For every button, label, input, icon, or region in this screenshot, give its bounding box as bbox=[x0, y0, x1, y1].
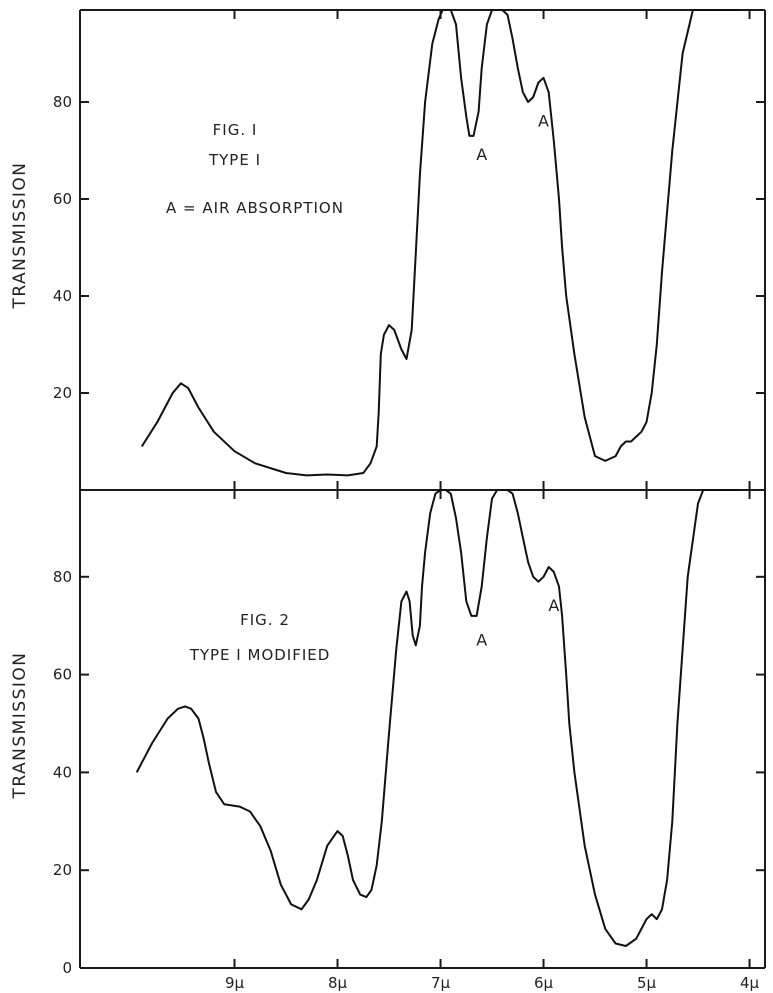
x-tick-label: 7μ bbox=[431, 974, 451, 992]
fig2-panel: 0 20 40 60 80 9μ 8μ 7μ 6μ 5μ 4μ A A FIG. 2 TYPE I MODI… bbox=[10, 490, 765, 992]
figure-subtitle: TYPE I MODIFIED bbox=[189, 646, 331, 664]
y-tick-label: 40 bbox=[53, 287, 72, 305]
y-tick-label: 20 bbox=[53, 384, 72, 402]
y-tick-label: 80 bbox=[53, 568, 72, 586]
x-tick-label: 9μ bbox=[225, 974, 245, 992]
air-absorption-marker: A bbox=[538, 111, 549, 130]
y-tick-label: 0 bbox=[62, 959, 72, 977]
air-absorption-marker: A bbox=[476, 145, 487, 164]
y-tick-label: 40 bbox=[53, 763, 72, 781]
transmission-series-line bbox=[142, 10, 739, 475]
transmission-series-line bbox=[137, 490, 740, 946]
x-tick-label: 6μ bbox=[534, 974, 554, 992]
x-tick-label: 5μ bbox=[637, 974, 657, 992]
figure-title: FIG. I bbox=[213, 121, 258, 139]
y-tick-label: 80 bbox=[53, 93, 72, 111]
x-tick-label: 4μ bbox=[740, 974, 760, 992]
y-tick-label: 20 bbox=[53, 861, 72, 879]
air-absorption-note: A = AIR ABSORPTION bbox=[166, 199, 344, 217]
figure-subtitle: TYPE I bbox=[208, 151, 261, 169]
y-tick-label: 60 bbox=[53, 666, 72, 684]
air-absorption-marker: A bbox=[548, 596, 559, 615]
y-tick-label: 60 bbox=[53, 190, 72, 208]
figure-title: FIG. 2 bbox=[240, 611, 290, 629]
y-axis-title: TRANSMISSION bbox=[10, 161, 30, 309]
x-tick-label: 8μ bbox=[328, 974, 348, 992]
y-axis-title: TRANSMISSION bbox=[10, 651, 30, 799]
air-absorption-marker: A bbox=[476, 630, 487, 649]
fig1-panel: 20 40 60 80 A A FIG. I TYPE I A = AIR ABSORPTION… bbox=[10, 10, 765, 490]
